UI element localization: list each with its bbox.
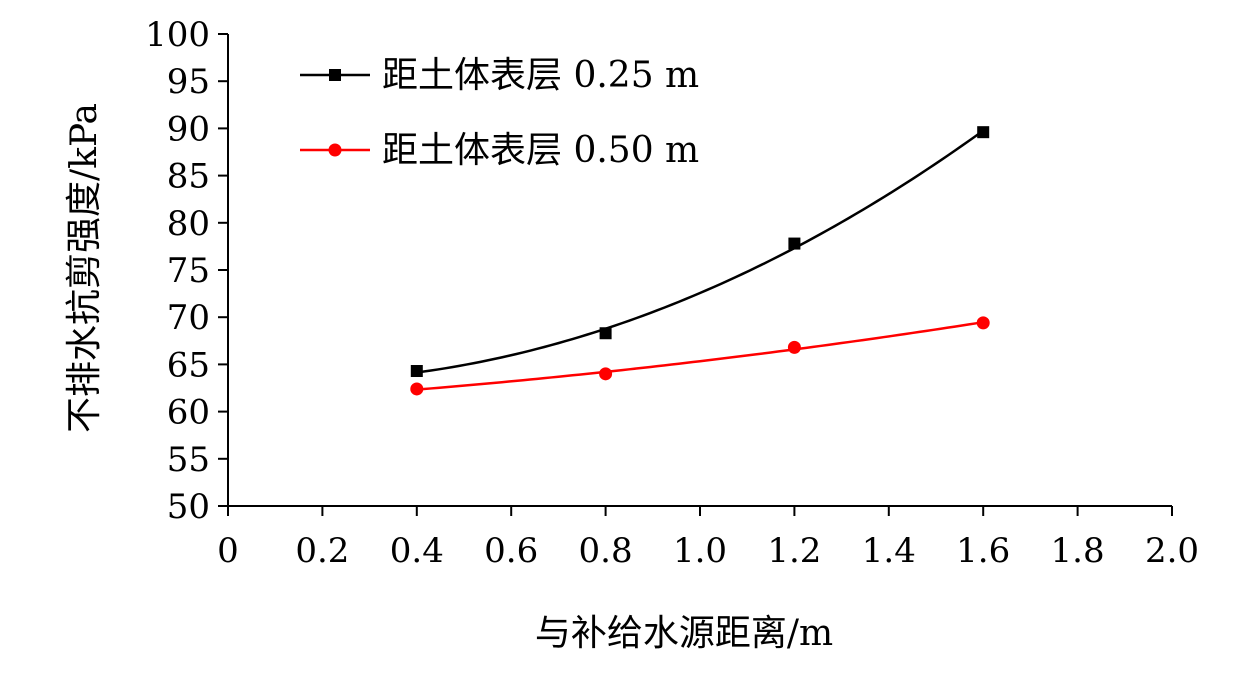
x-tick-label: 2.0 bbox=[1145, 531, 1199, 571]
series-1-trend-line bbox=[416, 129, 984, 374]
series-1-point bbox=[788, 237, 801, 250]
series-layer bbox=[410, 126, 990, 396]
x-tick-label: 1.0 bbox=[673, 531, 727, 571]
x-tick-label: 0.2 bbox=[295, 531, 349, 571]
x-tick-label: 0.4 bbox=[390, 531, 444, 571]
y-tick-label: 55 bbox=[167, 440, 210, 480]
x-tick-label: 0.6 bbox=[484, 531, 538, 571]
y-axis-title: 不排水抗剪强度/kPa bbox=[64, 103, 105, 433]
series-1 bbox=[410, 126, 990, 378]
series-2-point bbox=[787, 340, 801, 354]
x-tick-label: 1.8 bbox=[1051, 531, 1105, 571]
y-tick-label: 65 bbox=[167, 345, 210, 385]
series-2-trend-line bbox=[416, 320, 984, 391]
y-tick-label: 90 bbox=[167, 109, 210, 149]
series-2-point bbox=[599, 367, 613, 381]
legend-item-2: 距土体表层 0.50 m bbox=[300, 130, 699, 171]
x-tick-label: 0 bbox=[217, 531, 239, 571]
x-tick-label: 1.6 bbox=[956, 531, 1010, 571]
y-tick-label: 60 bbox=[167, 393, 210, 433]
series-2-point bbox=[410, 382, 424, 396]
y-tick-label: 75 bbox=[167, 251, 210, 291]
legend-marker-square bbox=[329, 69, 341, 81]
series-2-point bbox=[976, 316, 990, 330]
legend-label: 距土体表层 0.25 m bbox=[382, 55, 699, 96]
y-tick-label: 80 bbox=[167, 204, 210, 244]
series-1-point bbox=[599, 327, 612, 340]
x-axis-title: 与补给水源距离/m bbox=[535, 613, 833, 654]
x-tick-label: 0.8 bbox=[579, 531, 633, 571]
y-tick-label: 100 bbox=[145, 15, 210, 55]
series-1-point bbox=[977, 126, 990, 139]
y-tick-label: 85 bbox=[167, 157, 210, 197]
legend-label: 距土体表层 0.50 m bbox=[382, 130, 699, 171]
axes bbox=[227, 34, 1172, 507]
ticks: 0 0.2 0.4 0.6 0.8 1.0 1.2 1.4 1.6 1.8 2.0 50 55 60 65 7… bbox=[145, 15, 1199, 571]
y-tick-label: 50 bbox=[167, 487, 210, 527]
series-2 bbox=[410, 316, 990, 396]
legend: 距土体表层 0.25 m 距土体表层 0.50 m bbox=[300, 55, 699, 171]
x-tick-label: 1.2 bbox=[767, 531, 821, 571]
series-1-point bbox=[410, 365, 423, 378]
y-tick-label: 95 bbox=[167, 62, 210, 102]
legend-marker-circle bbox=[328, 143, 342, 157]
x-tick-label: 1.4 bbox=[862, 531, 916, 571]
y-tick-label: 70 bbox=[167, 298, 210, 338]
legend-item-1: 距土体表层 0.25 m bbox=[300, 55, 699, 96]
